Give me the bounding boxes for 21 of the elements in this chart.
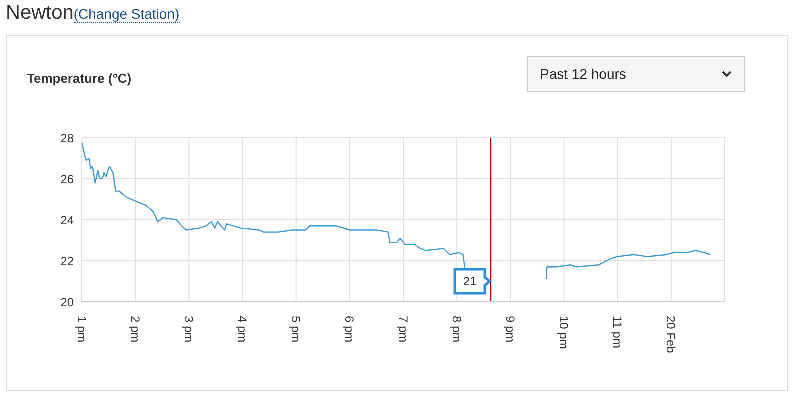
- x-tick-label: 10 pm: [557, 316, 572, 350]
- text: Past 12 hours: [527, 56, 745, 92]
- x-tick-label: 6 pm: [342, 316, 357, 343]
- y-tick-label: 22: [60, 254, 74, 268]
- y-tick-label: 20: [60, 295, 74, 310]
- x-tick-label: 9 pm: [503, 316, 518, 343]
- y-tick-label: 24: [60, 213, 74, 228]
- x-tick-label: 20 Feb: [664, 316, 678, 354]
- text: (Change Station): [74, 6, 180, 23]
- x-tick-label: 7 pm: [396, 316, 410, 343]
- y-tick-label: 26: [60, 172, 74, 186]
- x-tick-label: 5 pm: [289, 316, 304, 343]
- x-tick-label: 11 pm: [610, 316, 625, 348]
- x-tick-label: 1 pm: [74, 316, 89, 343]
- annotation: 21: [463, 274, 478, 289]
- x-tick-label: 3 pm: [182, 316, 196, 343]
- x-tick-label: 2 pm: [128, 316, 142, 343]
- x-tick-label: 8 pm: [450, 316, 464, 343]
- x-tick-label: 4 pm: [236, 316, 250, 343]
- y-tick-label: 28: [60, 131, 74, 146]
- y-axis-title: Temperature (°C): [27, 71, 132, 86]
